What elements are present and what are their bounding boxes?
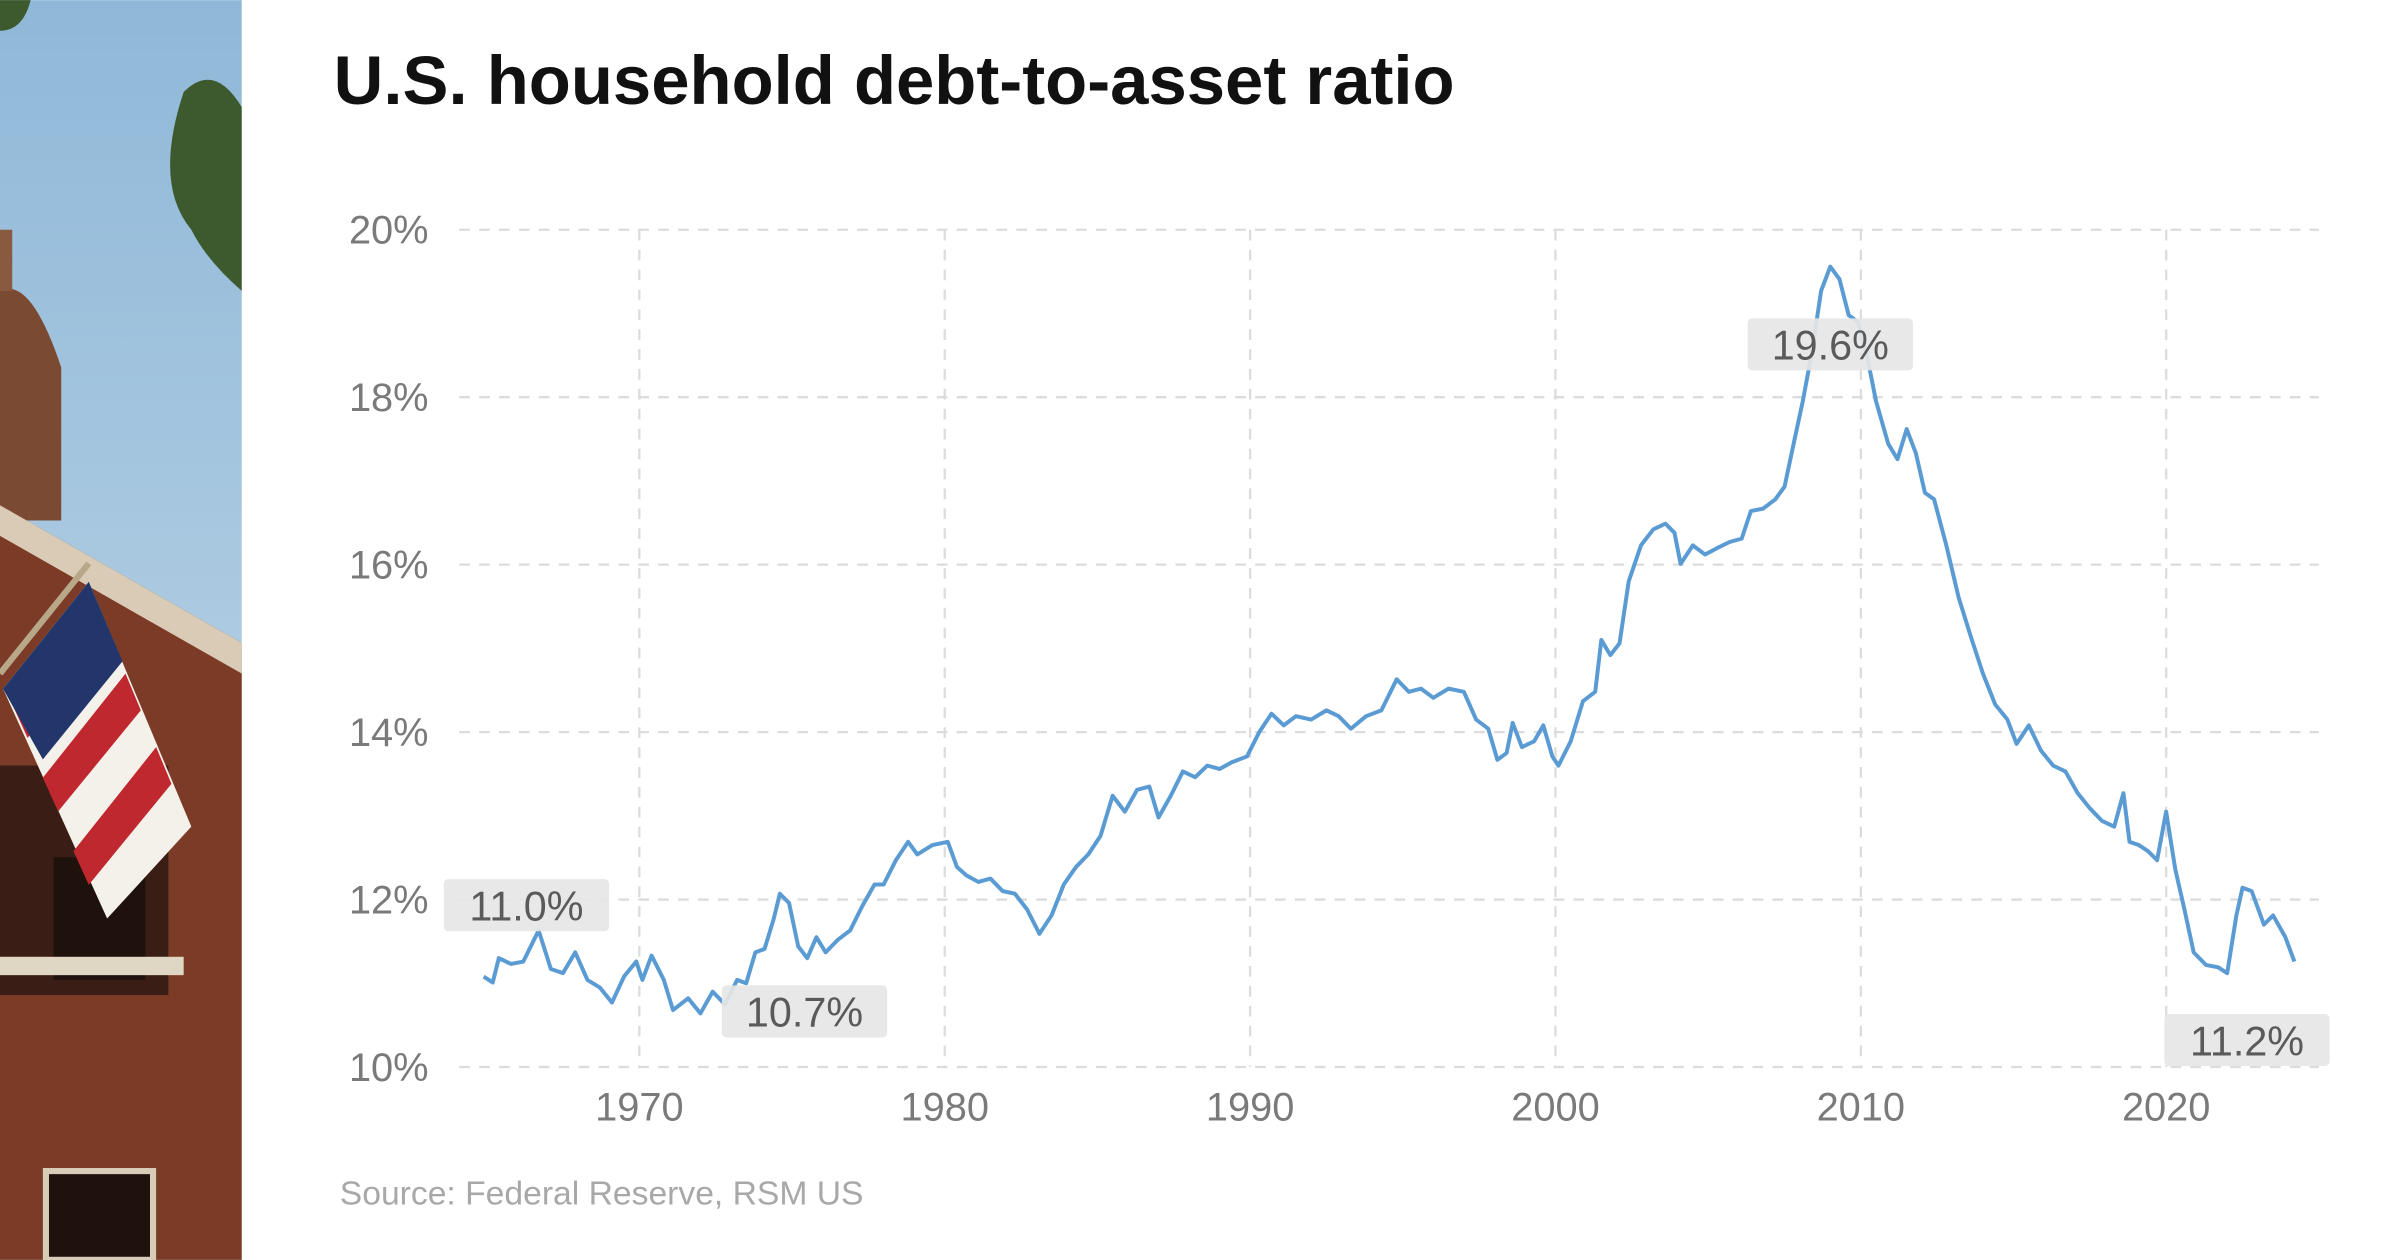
y-tick-label: 10% [349,1046,429,1090]
x-tick-label: 2020 [2122,1086,2210,1130]
y-tick-label: 12% [349,878,429,922]
data-label: 11.2% [2164,1013,2330,1067]
y-tick-label: 18% [349,376,429,420]
data-label-box [1747,318,1913,371]
source-note: Source: Federal Reserve, RSM US [340,1176,864,1213]
data-line [482,264,2297,1016]
data-label: 11.0% [443,879,610,932]
data-label-text: 11.0% [469,884,583,930]
photo [0,0,242,1260]
data-label-text: 11.2% [2190,1018,2304,1064]
data-label-box [443,879,610,932]
y-tick-label: 20% [349,209,429,253]
chart-title: U.S. household debt-to-asset ratio [334,42,1455,119]
x-tick-label: 1970 [595,1086,684,1130]
x-tick-label: 1990 [1206,1086,1295,1130]
data-label-box [2164,1013,2330,1067]
data-label: 10.7% [721,985,888,1038]
y-tick-label: 14% [349,711,429,755]
data-label-text: 10.7% [746,990,863,1036]
data-label: 19.6% [1747,318,1913,371]
chart-panel [241,0,2400,1260]
x-tick-label: 2010 [1817,1086,1905,1130]
x-tick-label: 1980 [900,1086,989,1130]
x-tick-label: 2000 [1511,1086,1600,1130]
plot: 11.0% 10.7% 19.6% 11.2% [443,264,2330,1067]
y-tick-label: 16% [349,543,429,587]
data-label-box [721,985,888,1038]
data-label-text: 19.6% [1772,323,1889,369]
grid: 10% 12% 14% 16% 18% 20% 1970 1980 1990 2000 2010 20… [349,209,2319,1130]
